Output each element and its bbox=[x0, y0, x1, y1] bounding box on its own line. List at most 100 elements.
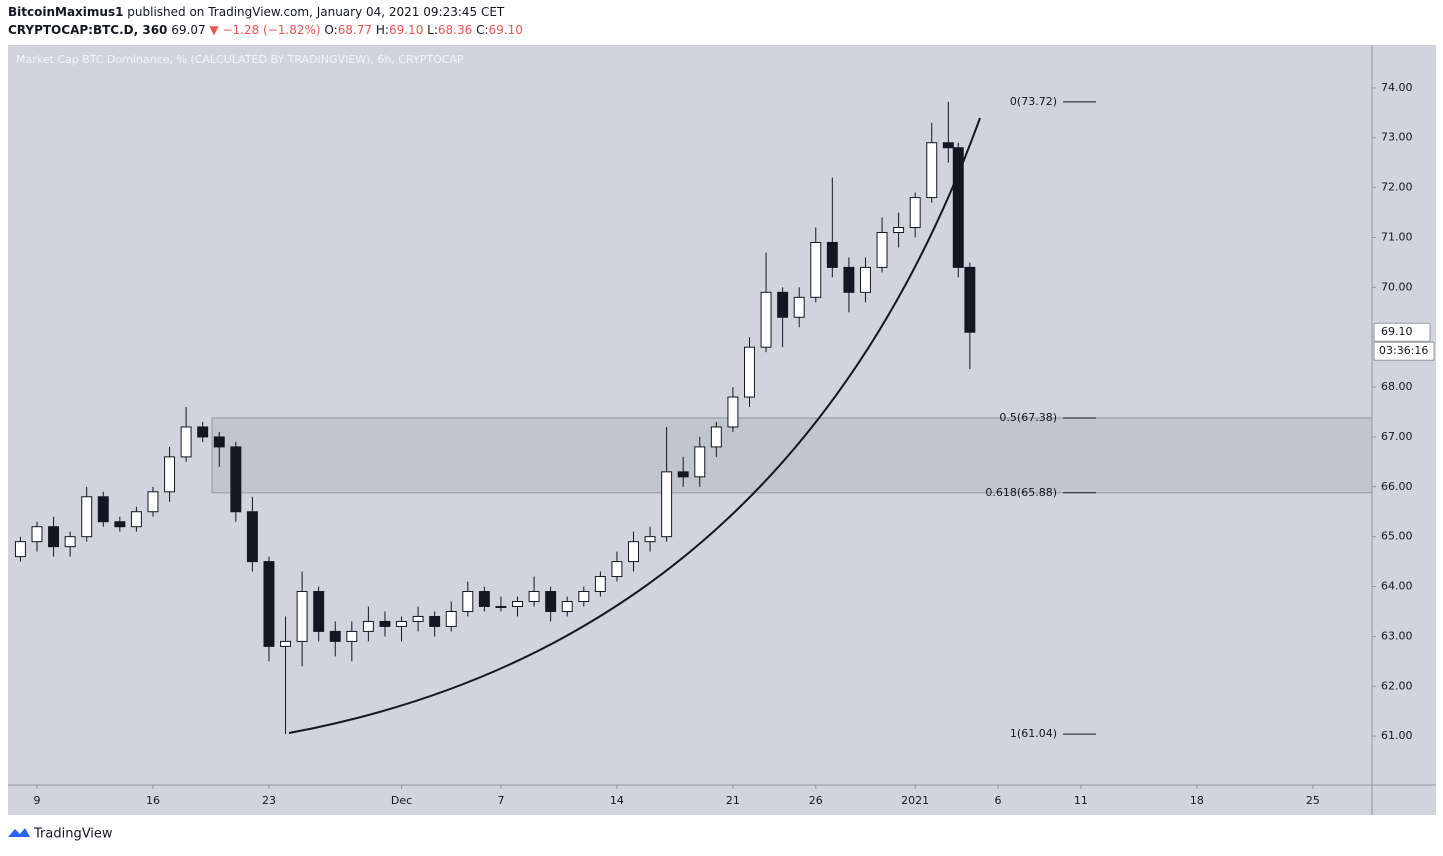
candle-body bbox=[561, 600, 573, 612]
candle-body bbox=[445, 610, 457, 627]
parabolic-curve bbox=[288, 117, 981, 734]
x-tick-label: 25 bbox=[1306, 794, 1320, 807]
candle-body bbox=[926, 142, 938, 199]
candle-body bbox=[710, 426, 722, 448]
zone bbox=[211, 417, 1373, 494]
candle-body bbox=[180, 426, 192, 458]
x-tick-label: 11 bbox=[1074, 794, 1088, 807]
candle-body bbox=[876, 231, 888, 268]
candle-body bbox=[97, 496, 109, 523]
candle-body bbox=[760, 291, 772, 348]
candle-body bbox=[578, 591, 590, 602]
candle-body bbox=[512, 600, 523, 607]
o-label: O: bbox=[324, 23, 337, 37]
y-tick-label: 70.00 bbox=[1381, 280, 1413, 293]
candle-body bbox=[114, 521, 126, 528]
y-tick-label: 64.00 bbox=[1381, 580, 1413, 593]
candle-body bbox=[31, 526, 43, 543]
fib-label: 0.5(67.38) bbox=[999, 411, 1057, 424]
y-tick-label: 71.00 bbox=[1381, 230, 1413, 243]
x-tick-label: 16 bbox=[146, 794, 160, 807]
y-tick-label: 62.00 bbox=[1381, 679, 1413, 692]
candle-body bbox=[362, 620, 374, 632]
candle-body bbox=[412, 615, 424, 622]
candle-body bbox=[594, 576, 606, 593]
fib-label: 0(73.72) bbox=[1010, 95, 1057, 108]
candle-body bbox=[329, 630, 341, 642]
x-tick-label: 26 bbox=[809, 794, 823, 807]
candle-body bbox=[694, 446, 706, 478]
candle-body bbox=[843, 266, 855, 293]
candle-body bbox=[810, 241, 822, 298]
y-tick-label: 67.00 bbox=[1381, 430, 1413, 443]
x-tick-label: Dec bbox=[391, 794, 412, 807]
candle-body bbox=[246, 511, 258, 563]
quote-line: CRYPTOCAP:BTC.D, 360 69.07 ▼ −1.28 (−1.8… bbox=[8, 23, 523, 37]
candle-body bbox=[197, 426, 209, 438]
footer-brand: TradingView bbox=[33, 827, 113, 842]
x-tick-label: 7 bbox=[497, 794, 504, 807]
y-tick-label: 73.00 bbox=[1381, 131, 1413, 144]
candle-body bbox=[744, 346, 755, 398]
fib-label: 0.618(65.88) bbox=[985, 486, 1057, 499]
candle-body bbox=[164, 456, 176, 493]
l-label: L: bbox=[427, 23, 438, 37]
fib-label: 1(61.04) bbox=[1010, 727, 1057, 740]
candle-body bbox=[230, 446, 242, 513]
candle-body bbox=[777, 291, 789, 318]
header-line: BitcoinMaximus1 published on TradingView… bbox=[8, 5, 505, 19]
x-tick-label: 6 bbox=[995, 794, 1002, 807]
candle-body bbox=[64, 536, 76, 548]
candle-body bbox=[478, 591, 490, 607]
plot: 61.00 62.00 63.00 64.00 65.00 66.00 67.00 68.00… bbox=[14, 81, 1435, 807]
candle-body bbox=[644, 536, 656, 543]
candle-body bbox=[793, 296, 805, 318]
candle-body bbox=[909, 197, 921, 229]
candle-body bbox=[48, 526, 60, 548]
candle-body bbox=[545, 591, 557, 612]
candle-body bbox=[280, 640, 292, 647]
symbol: CRYPTOCAP:BTC.D, 360 bbox=[8, 23, 167, 37]
candle-body bbox=[147, 491, 159, 513]
published: published on TradingView.com, January 04… bbox=[127, 5, 505, 19]
x-tick-label: 14 bbox=[610, 794, 624, 807]
y-tick-label: 61.00 bbox=[1381, 729, 1413, 742]
y-tick-label: 66.00 bbox=[1381, 480, 1413, 493]
chart-title: Market Cap BTC Dominance, % (CALCULATED … bbox=[16, 53, 464, 66]
countdown: 03:36:16 bbox=[1379, 344, 1428, 357]
candle-body bbox=[130, 511, 142, 528]
candle-body bbox=[396, 620, 407, 627]
candle-body bbox=[495, 605, 507, 608]
candle-body bbox=[677, 471, 689, 478]
y-tick-label: 72.00 bbox=[1381, 181, 1413, 194]
candle-body bbox=[727, 396, 739, 428]
candle-body bbox=[346, 630, 358, 642]
candle-body bbox=[14, 541, 26, 558]
y-tick-label: 63.00 bbox=[1381, 629, 1413, 642]
x-tick-label: 9 bbox=[33, 794, 40, 807]
y-tick-label: 68.00 bbox=[1381, 380, 1413, 393]
author: BitcoinMaximus1 bbox=[8, 5, 123, 19]
candle-body bbox=[462, 591, 474, 612]
last: 69.07 bbox=[171, 23, 205, 37]
candle-body bbox=[528, 591, 540, 602]
candle-body bbox=[263, 561, 275, 647]
c-label: C: bbox=[476, 23, 488, 37]
logo bbox=[8, 828, 30, 837]
candle-body bbox=[611, 561, 623, 578]
candle-body bbox=[964, 266, 976, 333]
last-price-label: 69.10 bbox=[1381, 325, 1413, 338]
candle-body bbox=[826, 241, 838, 268]
h-label: H: bbox=[376, 23, 389, 37]
candle-body bbox=[379, 620, 391, 627]
candle-body bbox=[860, 266, 871, 293]
x-tick-label: 18 bbox=[1190, 794, 1204, 807]
h: 69.10 bbox=[389, 23, 423, 37]
x-tick-label: 21 bbox=[726, 794, 740, 807]
o: 68.77 bbox=[338, 23, 372, 37]
candle-body bbox=[628, 541, 639, 563]
x-tick-label: 2021 bbox=[901, 794, 929, 807]
x-tick-label: 23 bbox=[262, 794, 276, 807]
y-tick-label: 74.00 bbox=[1381, 81, 1413, 94]
change: ▼ −1.28 (−1.82%) bbox=[209, 23, 320, 37]
